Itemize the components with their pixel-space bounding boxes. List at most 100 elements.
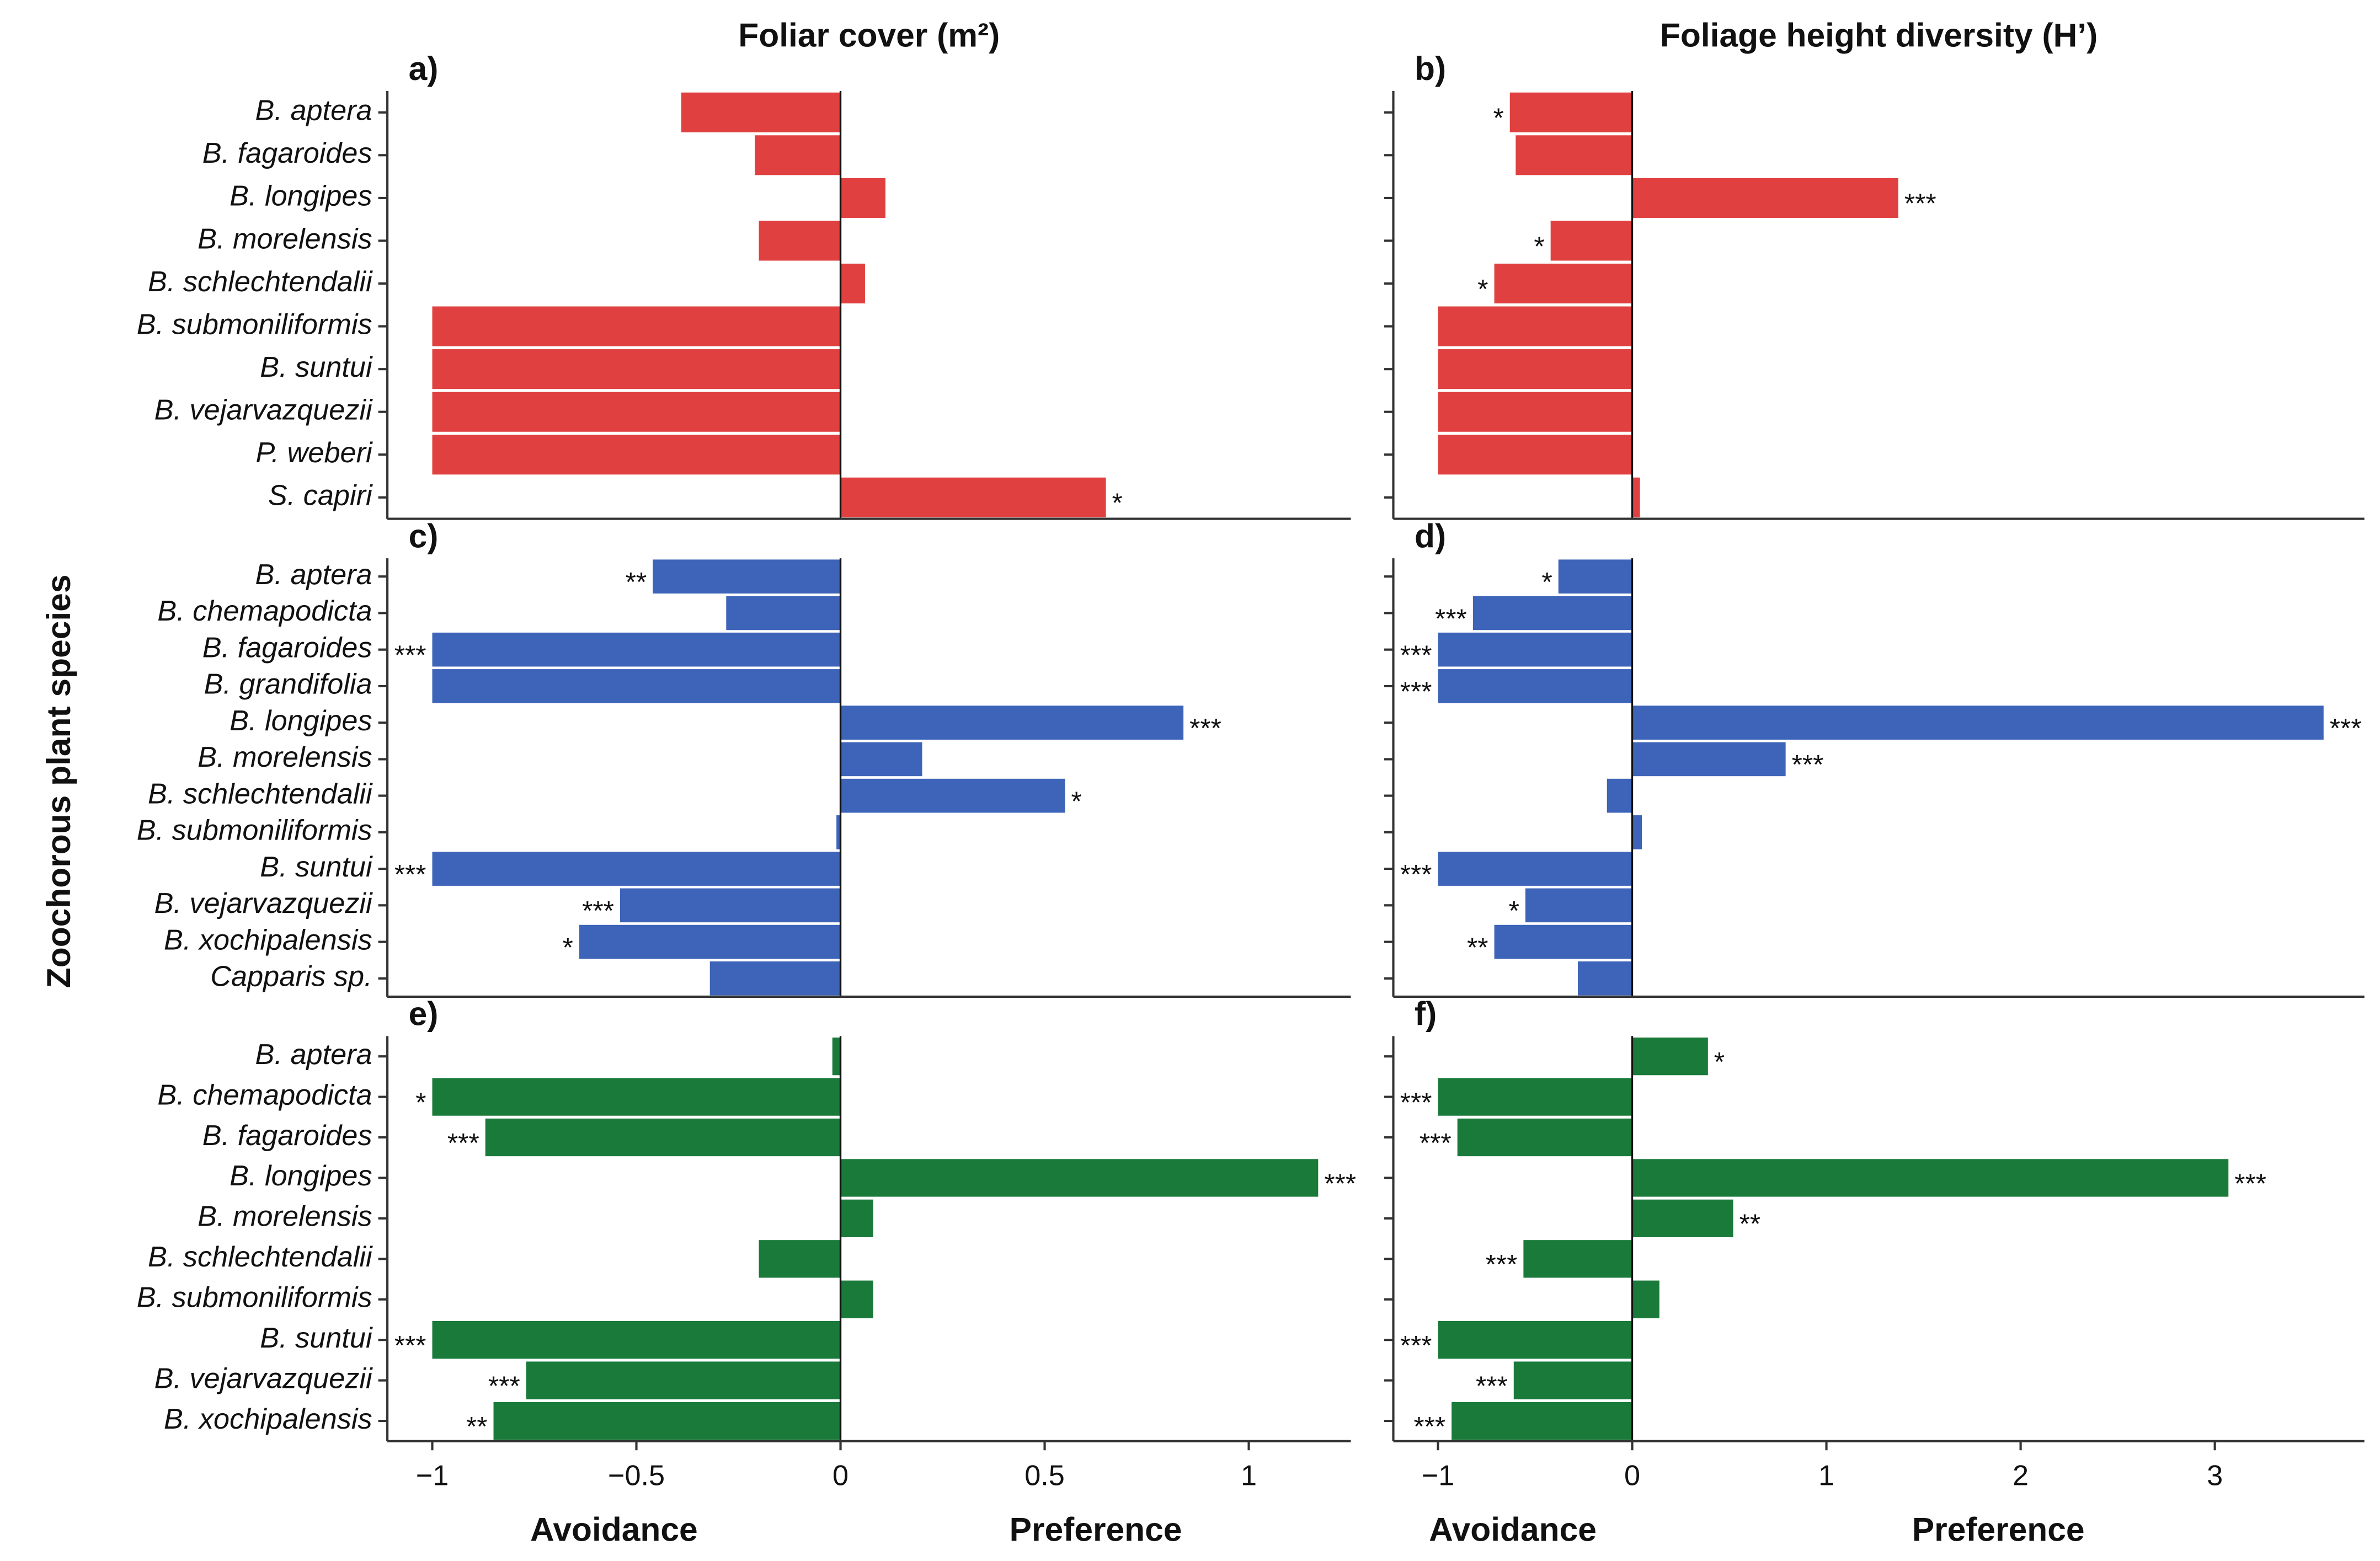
- bar: [1494, 924, 1632, 959]
- significance-label: ***: [1904, 189, 1936, 219]
- bar: [840, 742, 922, 777]
- bar: [840, 178, 885, 218]
- panel-label: e): [409, 995, 439, 1033]
- significance-label: ***: [447, 1128, 479, 1158]
- bar: [709, 961, 841, 996]
- significance-label: *: [1541, 567, 1552, 597]
- bar: [493, 1402, 841, 1440]
- x-axis-label: Avoidance: [530, 1511, 698, 1548]
- bar: [1558, 559, 1632, 594]
- bar: [432, 852, 841, 886]
- y-axis-label: Zoochorous plant species: [40, 575, 77, 988]
- x-tick-label: 2: [2013, 1460, 2029, 1492]
- bar: [840, 477, 1106, 517]
- bar: [1509, 92, 1632, 132]
- bar: [1632, 1159, 2229, 1197]
- bar: [579, 924, 841, 959]
- bar: [759, 221, 841, 261]
- panel-label: d): [1415, 517, 1446, 554]
- y-tick-label: B. schlechtendalii: [148, 266, 373, 298]
- bar: [840, 778, 1065, 813]
- significance-label: *: [1477, 274, 1488, 304]
- x-tick-label: 0: [1624, 1460, 1640, 1492]
- bar: [1523, 1240, 1632, 1278]
- y-tick-label: Capparis sp.: [210, 961, 372, 993]
- significance-label: ***: [1435, 603, 1467, 634]
- significance-label: ***: [582, 896, 614, 926]
- significance-label: *: [415, 1087, 426, 1118]
- x-tick-label: 3: [2207, 1460, 2223, 1492]
- y-tick-label: B. longipes: [230, 705, 372, 737]
- bar: [1632, 705, 2324, 740]
- x-axis-label: Avoidance: [1429, 1511, 1597, 1548]
- y-tick-label: B. morelensis: [198, 223, 372, 255]
- bar: [1452, 1402, 1632, 1440]
- bar: [1438, 306, 1632, 346]
- y-tick-label: B. submoniliformis: [137, 815, 372, 847]
- bar: [653, 559, 841, 594]
- bar: [432, 1078, 841, 1116]
- bar: [1457, 1118, 1632, 1157]
- x-axis-label: Preference: [1010, 1511, 1182, 1548]
- y-tick-label: B. vejarvazquezii: [154, 888, 373, 920]
- column-title: Foliar cover (m²): [738, 17, 1000, 54]
- bar: [1525, 888, 1632, 923]
- significance-label: ***: [1413, 1412, 1445, 1442]
- bar: [1632, 742, 1786, 777]
- bar: [1438, 632, 1632, 667]
- bar: [1632, 178, 1898, 218]
- bar: [1494, 263, 1632, 304]
- bar: [1632, 1280, 1659, 1318]
- bar: [1550, 221, 1632, 261]
- bar: [432, 306, 841, 346]
- bar: [840, 705, 1184, 740]
- bar: [432, 349, 841, 389]
- y-tick-label: B. longipes: [230, 180, 372, 212]
- significance-label: ***: [2330, 713, 2362, 744]
- significance-label: ***: [1792, 750, 1824, 780]
- significance-label: ***: [1400, 640, 1432, 671]
- y-tick-label: B. submoniliformis: [137, 308, 372, 340]
- bar: [620, 888, 841, 923]
- bar: [836, 815, 841, 849]
- panel-label: b): [1415, 50, 1446, 87]
- significance-label: ***: [1400, 1330, 1432, 1361]
- significance-label: **: [1467, 932, 1488, 963]
- bar: [1438, 852, 1632, 886]
- significance-label: **: [1739, 1209, 1761, 1239]
- bar: [1438, 669, 1632, 703]
- bar: [726, 596, 841, 630]
- bar: [1472, 596, 1632, 630]
- bar: [1438, 392, 1632, 432]
- significance-label: ***: [394, 859, 426, 890]
- x-axis-label: Preference: [1912, 1511, 2085, 1548]
- significance-label: **: [466, 1412, 488, 1442]
- bar: [1632, 477, 1640, 517]
- significance-label: ***: [2234, 1168, 2266, 1199]
- y-tick-label: B. morelensis: [198, 1201, 372, 1233]
- bar: [432, 435, 841, 475]
- y-tick-label: B. suntui: [260, 351, 373, 383]
- bar: [485, 1118, 841, 1157]
- x-tick-label: 1: [1241, 1460, 1257, 1492]
- bar: [840, 1159, 1319, 1197]
- bar: [759, 1240, 841, 1278]
- significance-label: *: [1534, 231, 1544, 261]
- x-tick-label: 0: [833, 1460, 849, 1492]
- significance-label: *: [1112, 488, 1123, 518]
- y-tick-label: B. suntui: [260, 851, 373, 883]
- significance-label: *: [1071, 786, 1082, 816]
- bar: [432, 1321, 841, 1359]
- significance-label: ***: [1189, 713, 1221, 744]
- panel-label: c): [409, 517, 439, 554]
- significance-label: ***: [488, 1371, 520, 1401]
- y-tick-label: S. capiri: [268, 480, 373, 512]
- y-tick-label: B. longipes: [230, 1160, 372, 1192]
- y-tick-label: B. suntui: [260, 1322, 373, 1354]
- panel-label: a): [409, 50, 439, 87]
- y-tick-label: B. submoniliformis: [137, 1282, 372, 1314]
- y-tick-label: B. schlechtendalii: [148, 778, 373, 810]
- significance-label: **: [626, 567, 647, 597]
- significance-label: ***: [1324, 1168, 1356, 1199]
